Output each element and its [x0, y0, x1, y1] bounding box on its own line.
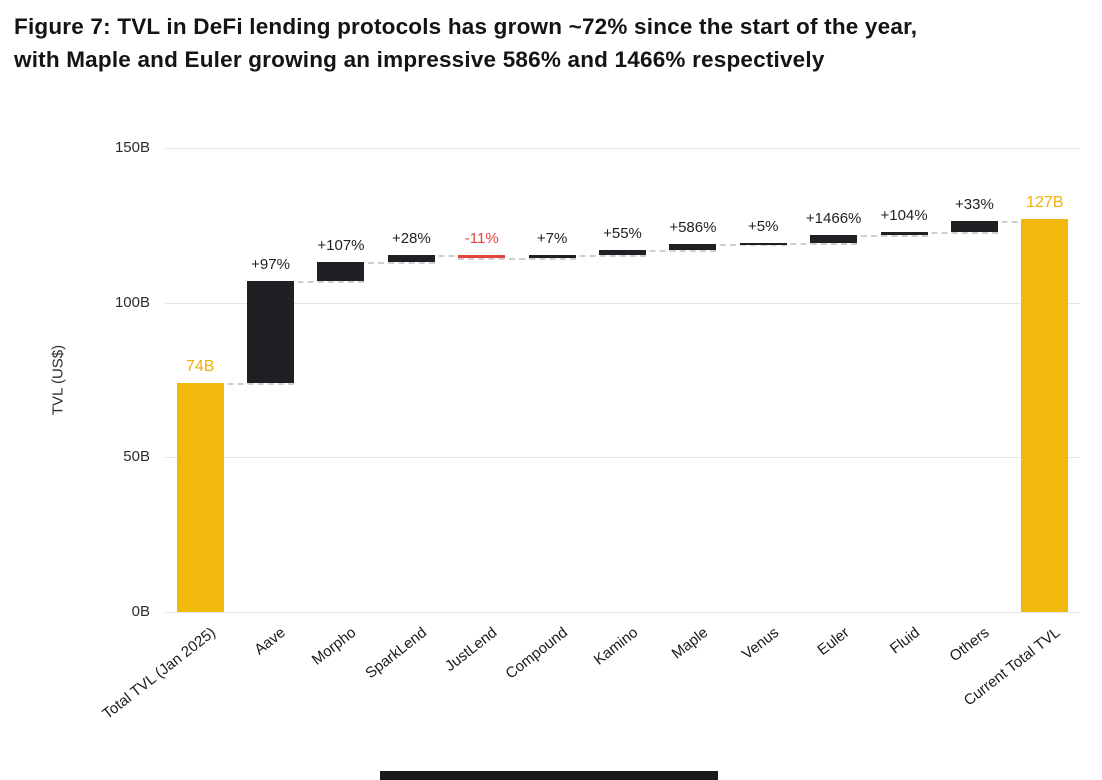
x-axis-labels: Total TVL (Jan 2025) Aave Morpho SparkLend J… [99, 612, 1080, 780]
bar-value-label: 127B [1026, 194, 1064, 212]
connector-line [176, 383, 295, 386]
waterfall-bar-kamino [599, 250, 646, 256]
waterfall-bar-total-tvl-jan-2025 [176, 383, 224, 612]
connector-line [247, 281, 365, 283]
x-axis-label-venus: Venus [738, 624, 782, 664]
gridline [165, 302, 1080, 304]
bar-pct-label: +5% [748, 217, 779, 235]
bar-pct-label: +7% [536, 230, 568, 248]
connector-line [599, 250, 717, 253]
waterfall-bar-compound [528, 255, 576, 258]
waterfall-bar-aave [247, 281, 295, 384]
connector-line [669, 243, 787, 246]
x-axis-label-maple: Maple [668, 624, 712, 663]
gridline [165, 148, 1080, 149]
bar-value-label: 74B [185, 358, 215, 376]
plot-area: 74B +97% +107% +28% -11% +7% +55% +586% +5% +1466… [165, 148, 1080, 613]
waterfall-bar-morpho [317, 262, 365, 281]
waterfall-bar-venus [739, 242, 787, 245]
x-axis-label-fluid: Fluid [886, 624, 923, 658]
connector-line [317, 262, 435, 265]
y-tick-label: 100B [114, 293, 150, 311]
bar-pct-label: +97% [251, 256, 290, 273]
waterfall-bar-maple [669, 243, 717, 251]
waterfall-bar-sparklend [387, 254, 435, 263]
figure-title-line2: with Maple and Euler growing an impressi… [14, 47, 825, 72]
bar-pct-label: +33% [955, 195, 994, 213]
x-axis-label-euler: Euler [814, 624, 853, 659]
x-axis-label-justlend: JustLend [441, 624, 501, 675]
gridline [165, 612, 1080, 613]
x-axis-label-sparklend: SparkLend [362, 624, 430, 683]
bar-pct-label: +104% [880, 206, 928, 224]
gridline [165, 457, 1080, 459]
waterfall-bar-others [950, 220, 998, 232]
waterfall-bar-justlend [458, 254, 506, 258]
bar-pct-label: +55% [603, 225, 642, 243]
waterfall-bar-current-total-tvl [1021, 219, 1069, 612]
connector-line [528, 255, 646, 258]
x-axis-label-kamino: Kamino [590, 624, 641, 669]
connector-line [810, 234, 928, 237]
figure-title-line1: Figure 7: TVL in DeFi lending protocols … [14, 14, 918, 39]
connector-line [458, 257, 576, 260]
connector-line [387, 254, 506, 257]
waterfall-bar-euler [810, 234, 858, 243]
connector-line [739, 242, 858, 245]
y-tick-label: 50B [123, 448, 150, 466]
bar-pct-label: +28% [391, 229, 431, 247]
connector-line [880, 231, 998, 234]
bar-pct-label: +586% [669, 218, 717, 236]
waterfall-bar-fluid [880, 231, 928, 235]
x-axis-label-total-tvl-jan-2025: Total TVL (Jan 2025) [99, 624, 219, 723]
x-axis-label-compound: Compound [502, 624, 571, 683]
x-axis-label-others: Others [946, 624, 993, 666]
y-axis-title: TVL (US$) [49, 344, 67, 416]
figure-title: Figure 7: TVL in DeFi lending protocols … [14, 10, 1084, 76]
connector-line [950, 220, 1069, 223]
y-tick-label: 0B [131, 603, 150, 620]
page-footer-strip [380, 771, 718, 780]
bar-pct-label: +1466% [805, 209, 862, 227]
x-axis-label-aave: Aave [251, 624, 290, 659]
bar-pct-label: +107% [317, 237, 365, 255]
x-axis-label-morpho: Morpho [308, 624, 360, 669]
y-tick-label: 150B [114, 139, 150, 156]
bar-pct-label: -11% [464, 229, 499, 247]
